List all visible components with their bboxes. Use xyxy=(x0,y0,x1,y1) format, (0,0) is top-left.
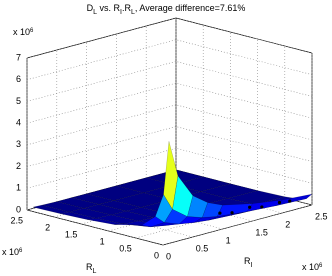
text-part: .R xyxy=(122,3,132,13)
text-part: L xyxy=(93,268,97,275)
y-tick-label: 1 xyxy=(100,236,105,246)
surface-patch xyxy=(32,204,70,214)
axis-line xyxy=(162,204,313,246)
z-tick-label: 6 xyxy=(16,74,21,84)
y-tick-label: 0 xyxy=(154,250,159,260)
text-part: , Average difference=7.61% xyxy=(135,3,246,13)
text-part: L xyxy=(93,9,97,16)
chart-title: DL vs. RI.RL, Average difference=7.61% xyxy=(87,3,246,16)
grid-line xyxy=(175,104,313,141)
text-part: vs. R xyxy=(97,3,121,13)
grid-line xyxy=(175,61,313,97)
z-exponent: x 106 xyxy=(13,27,34,37)
z-tick-label: 4 xyxy=(16,118,21,128)
y-exponent: x 106 xyxy=(2,247,23,257)
text-part: x 10 xyxy=(13,27,30,37)
x-tick-label: 2 xyxy=(285,219,290,229)
grid-line xyxy=(26,209,164,246)
surface-patch xyxy=(87,218,124,225)
text-part: R xyxy=(86,262,93,272)
text-part: D xyxy=(87,3,94,13)
text-part: x 10 xyxy=(302,262,319,272)
data-point xyxy=(260,205,264,209)
y-tick-label: 2.5 xyxy=(10,215,23,225)
y-tick-label: 2 xyxy=(45,222,50,232)
z-tick-label: 2 xyxy=(16,161,21,171)
grid-line xyxy=(26,82,177,124)
grid-line xyxy=(175,147,313,184)
grid-line xyxy=(26,39,177,81)
x-tick-label: 0.5 xyxy=(196,243,209,253)
data-point xyxy=(218,211,222,215)
y-axis-label: RL xyxy=(86,262,97,275)
surface-patch xyxy=(187,195,208,218)
surface-patch xyxy=(60,211,97,220)
z-tick-label: 1 xyxy=(16,183,21,193)
grid-line xyxy=(26,126,177,167)
text-part: 6 xyxy=(319,263,323,269)
axis-line xyxy=(26,17,177,59)
text-part: 6 xyxy=(30,28,34,34)
text-part: L xyxy=(131,9,135,16)
text-part: I xyxy=(120,9,122,16)
data-point xyxy=(288,199,292,203)
data-point xyxy=(248,205,252,209)
x-tick-label: 1.5 xyxy=(255,227,268,237)
grid-line xyxy=(175,126,313,162)
x-axis-label: RI xyxy=(244,256,253,269)
data-point xyxy=(230,211,234,215)
x-tick-label: 0 xyxy=(166,251,171,261)
grid-line xyxy=(175,17,313,54)
grid-line xyxy=(175,82,313,119)
x-tick-label: 1 xyxy=(226,235,231,245)
z-tick-label: 7 xyxy=(16,52,21,62)
grid-line xyxy=(26,61,177,102)
grid-line xyxy=(26,104,177,146)
z-tick-label: 5 xyxy=(16,96,21,106)
y-tick-label: 1.5 xyxy=(65,229,78,239)
surface-patch xyxy=(201,202,223,218)
text-part: x 10 xyxy=(2,247,19,257)
text-part: I xyxy=(251,262,253,269)
z-tick-label: 3 xyxy=(16,139,21,149)
x-tick-label: 2.5 xyxy=(315,211,328,221)
text-part: 6 xyxy=(19,248,23,254)
data-point xyxy=(277,200,282,205)
y-tick-label: 0.5 xyxy=(119,243,132,253)
surface-patch xyxy=(208,211,248,221)
text-part: R xyxy=(244,256,251,266)
x-exponent: x 106 xyxy=(302,262,323,272)
surface-patch xyxy=(193,216,218,223)
grid-line xyxy=(175,39,313,76)
z-tick-label: 0 xyxy=(16,204,21,214)
surface-patch xyxy=(163,141,179,210)
